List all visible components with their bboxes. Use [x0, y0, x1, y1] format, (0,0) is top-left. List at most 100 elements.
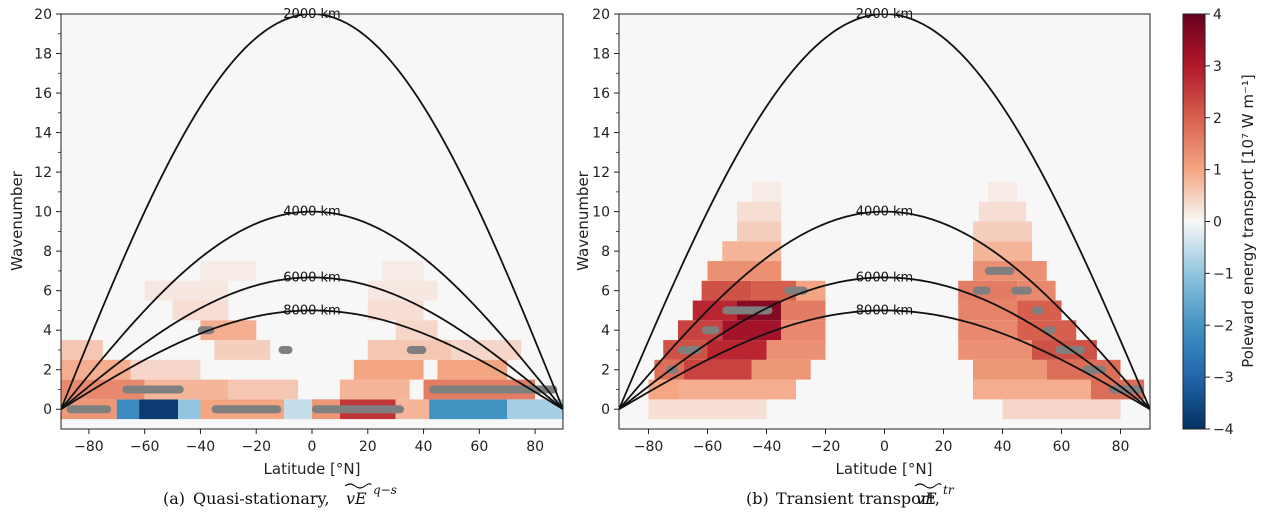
panel-a-heatmap-cell [61, 359, 131, 380]
panel-a-contour-label: 6000 km [283, 270, 340, 285]
panel-b-y-ticks: 0 2 4 6 8 10 12 14 16 18 20 [592, 7, 619, 418]
colorbar-tick-label: −1 [1213, 266, 1234, 282]
panel-a-x-tick-label: −60 [130, 439, 160, 455]
panel-a-heatmap-cell [144, 280, 229, 301]
panel-a-y-tick-label: 8 [43, 244, 52, 260]
panel-a-maximum-marker [406, 345, 427, 354]
panel-a-heatmap-cell [284, 399, 312, 420]
panel-a-caption-tilde [344, 483, 372, 489]
panel-a-x-label: Latitude [°N] [264, 460, 361, 478]
panel-a-x-tick-label: 60 [470, 439, 488, 455]
panel-a-y-tick-label: 20 [34, 7, 52, 23]
panel-b-heatmap-cell [978, 201, 1027, 222]
panel-b-maximum-marker [984, 266, 1015, 275]
panel-a-y-ticks: 0 2 4 6 8 10 12 14 16 18 20 [34, 7, 61, 418]
panel-a-y-tick-label: 14 [34, 126, 52, 142]
panel-a-x-tick-label: −20 [241, 439, 271, 455]
panel-a-heatmap-cell [144, 379, 229, 400]
panel-b-maximum-marker [1032, 306, 1044, 315]
panel-a-caption-symbol: vE [346, 489, 367, 508]
panel-b-contour-line [619, 210, 1150, 410]
panel-b-x-tick-label: −60 [693, 439, 723, 455]
panel-a-maximum-marker [312, 405, 405, 414]
panel-a-y-tick-label: 6 [43, 284, 52, 300]
panel-a-maximum-marker [66, 405, 112, 414]
panel-b-y-tick-label: 8 [601, 244, 610, 260]
panel-a-heatmap-cell [507, 399, 563, 420]
panel-b-caption-tilde [914, 483, 942, 489]
panel-b-contour-label: 6000 km [856, 270, 913, 285]
panel-b-heatmap-cell [973, 241, 1032, 262]
panel-b-heatmap-cell [958, 340, 1032, 360]
colorbar-tick-label: 0 [1213, 215, 1222, 231]
panel-a-heatmap-cell [214, 340, 271, 360]
panel-b-heatmap-cell [973, 359, 1047, 380]
panel-b-y-tick-label: 2 [601, 363, 610, 379]
panel-a-maximum-marker [278, 345, 293, 354]
panel-b-x-tick-label: −80 [634, 439, 664, 455]
panel-b-heatmap-cell [737, 221, 782, 242]
panel-a-x-tick-label: −80 [74, 439, 104, 455]
panel-a-maximum-marker [429, 385, 558, 394]
panel-b-heatmap-cell [648, 379, 678, 400]
panel-b-x-ticks: −80 −60 −40 −20 0 20 40 60 80 [634, 429, 1129, 455]
panel-b-y-label: Wavenumber [574, 170, 592, 271]
colorbar-tick-label: −4 [1213, 422, 1234, 438]
panel-b-heatmap-cell [781, 320, 826, 341]
panel-b-heatmap-cell [781, 300, 826, 321]
panel-a-contour-line [61, 210, 563, 410]
colorbar-label: Poleward energy transport [10⁷ W m⁻¹] [1239, 74, 1257, 368]
panel-a-contours [61, 14, 563, 411]
panel-a-x-tick-label: 20 [359, 439, 377, 455]
panel-a-x-tick-label: −40 [186, 439, 216, 455]
panel-b-y-tick-label: 6 [601, 284, 610, 300]
panel-b-x-tick-label: 20 [935, 439, 953, 455]
panel-b-heatmap-cell [1002, 399, 1121, 420]
panel-a-heatmap-cell [172, 300, 229, 321]
colorbar: 4 3 2 1 0 −1 −2 −3 −4 Poleward energy transport … [1182, 7, 1257, 438]
panel-b-x-tick-label: −20 [811, 439, 841, 455]
panel-a-contour-label: 4000 km [283, 205, 340, 220]
panel-a-y-tick-label: 12 [34, 165, 52, 181]
panel-b-caption-symbol: vE [916, 489, 937, 508]
panel-b-maximum-marker [973, 286, 991, 295]
panel-b-y-tick-label: 4 [601, 323, 610, 339]
panel-a-x-tick-label: 80 [526, 439, 544, 455]
panel-a-heatmap-cell [367, 300, 424, 321]
panel-a-maximum-marker [211, 405, 282, 414]
panel-b-heatmap-cell [707, 261, 782, 281]
panel-b-heatmap-cell [766, 340, 826, 360]
panel-b-y-tick-label: 14 [592, 126, 610, 142]
panel-b-heatmap-cell [648, 399, 767, 420]
panel-a-heatmap-cell [367, 280, 438, 301]
colorbar-ticks: 4 3 2 1 0 −1 −2 −3 −4 [1205, 7, 1234, 438]
panel-b-maximum-marker [701, 326, 720, 335]
panel-b-y-tick-label: 20 [592, 7, 610, 23]
panel-b-heatmap-cell [722, 241, 782, 262]
panel-a-x-tick-label: 40 [415, 439, 433, 455]
panel-b-contour-label: 4000 km [856, 205, 913, 220]
panel-b-heatmap [648, 181, 1145, 420]
panel-b-y-tick-label: 18 [592, 47, 610, 63]
panel-b-contour-line [619, 309, 1150, 411]
panel-b-caption-sup: tr [943, 483, 955, 497]
panel-b-contours [619, 14, 1150, 411]
panel-a-contour-line [61, 276, 563, 410]
panel-a-y-tick-label: 10 [34, 205, 52, 221]
panel-b-caption: (b) Transient transport, vE tr [746, 483, 955, 508]
panel-b-heatmap-cell [751, 181, 782, 202]
panel-b-maximum-marker [1043, 326, 1056, 335]
panel-a-contour-label: 8000 km [283, 303, 340, 318]
panel-b-x-tick-label: 60 [1053, 439, 1071, 455]
panel-b-caption-text: Transient transport, [776, 489, 940, 508]
panel-a-heatmap [61, 261, 563, 420]
panel-b-x-tick-label: −40 [752, 439, 782, 455]
panel-b-y-tick-label: 16 [592, 86, 610, 102]
panel-b-heatmap-cell [707, 340, 767, 360]
panel-a-x-ticks: −80 −60 −40 −20 0 20 40 60 80 [74, 429, 544, 455]
panel-b-heatmap-cell [683, 359, 752, 380]
panel-b-heatmap-cell [751, 280, 796, 301]
panel-b-maximum-marker [1011, 286, 1032, 295]
